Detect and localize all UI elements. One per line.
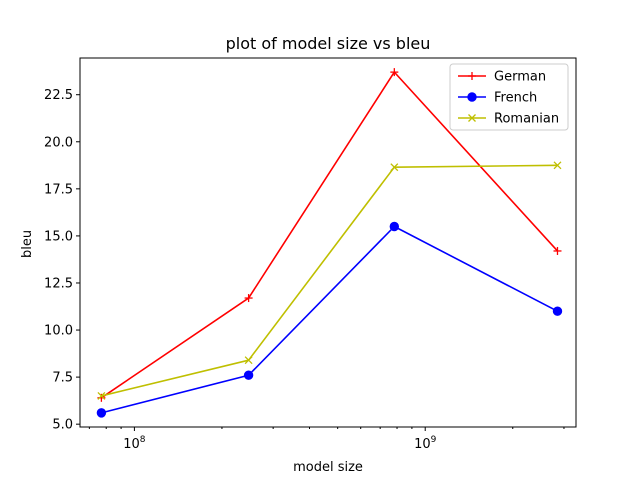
chart-title: plot of model size vs bleu — [226, 34, 431, 53]
x-axis-label: model size — [293, 460, 363, 475]
legend-item-german: German — [458, 70, 546, 85]
legend-box — [449, 63, 569, 131]
legend: German French Romanian — [449, 63, 569, 131]
y-axis-label: bleu — [20, 230, 35, 258]
plot-area — [96, 68, 563, 418]
legend-item-french: French — [458, 91, 537, 106]
series-romanian — [97, 161, 562, 400]
legend-label: Romanian — [494, 112, 559, 127]
y-tick-label: 22.5 — [44, 88, 73, 103]
data-point-romanian — [97, 391, 106, 400]
axes: 5.0 7.5 10.0 12.5 15.0 17.5 20.0 22.5 108 109 — [44, 88, 565, 452]
data-point-french — [389, 221, 400, 232]
data-point-romanian — [553, 161, 562, 170]
data-point-french — [243, 370, 254, 380]
data-point-romanian — [244, 356, 253, 365]
marker-stroke — [390, 163, 399, 172]
legend-label: French — [494, 91, 537, 106]
data-point-german — [244, 294, 253, 303]
legend-item-romanian: Romanian — [458, 112, 559, 127]
x-tick-label: 108 — [123, 435, 146, 452]
data-point-german — [390, 68, 399, 77]
y-tick-label: 5.0 — [52, 418, 73, 433]
legend-marker — [468, 72, 476, 80]
y-tick-label: 12.5 — [44, 276, 73, 291]
y-tick-label: 7.5 — [52, 371, 73, 386]
y-tick-label: 15.0 — [44, 229, 73, 244]
x-tick-label: 109 — [414, 435, 437, 452]
series-line-romanian — [101, 164, 558, 397]
data-point-french — [96, 408, 107, 418]
data-point-romanian — [390, 163, 399, 172]
y-tick-label: 10.0 — [44, 324, 73, 339]
series-line-french — [101, 225, 558, 414]
data-point-german — [553, 246, 562, 255]
marker-stroke — [553, 161, 562, 170]
y-tick-label: 17.5 — [44, 182, 73, 197]
marker-stroke — [244, 356, 253, 365]
legend-marker — [468, 114, 476, 122]
y-tick-label: 20.0 — [44, 135, 73, 150]
plot-frame — [79, 57, 577, 428]
legend-label: German — [494, 70, 546, 85]
marker-stroke — [97, 391, 106, 400]
series-line-german — [100, 71, 559, 399]
series-french — [96, 221, 563, 418]
legend-marker — [467, 92, 477, 102]
marker-stroke — [468, 114, 476, 122]
data-point-french — [552, 306, 563, 316]
